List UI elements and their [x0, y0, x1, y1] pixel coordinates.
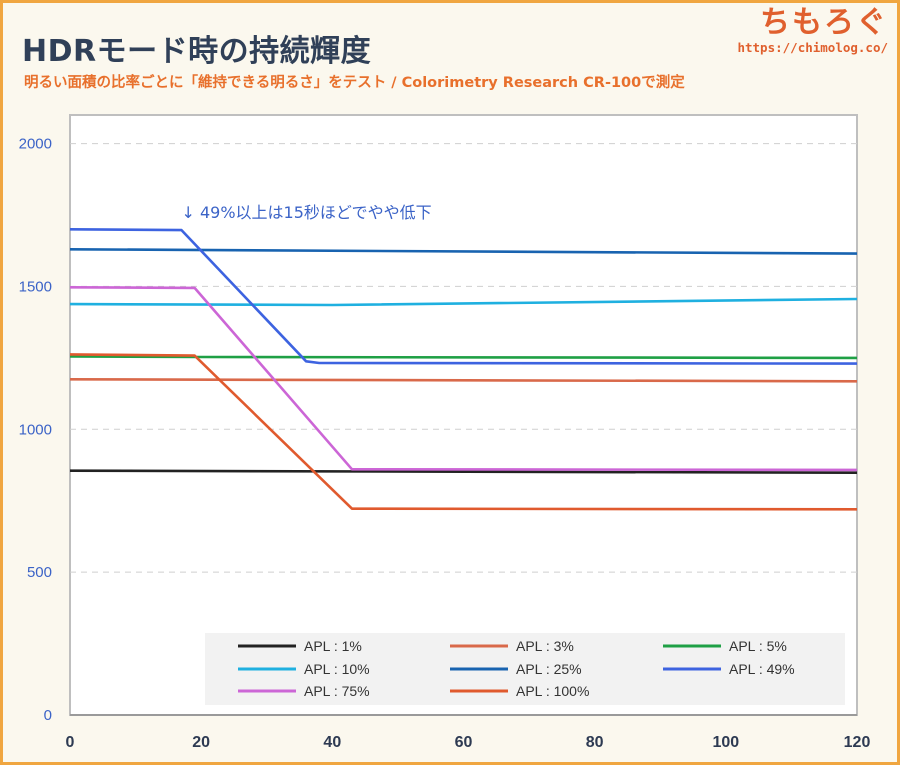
legend-label: APL : 75%	[304, 683, 370, 699]
x-tick-label: 80	[586, 734, 604, 751]
x-tick-label: 100	[712, 734, 739, 751]
chart-title: HDRモード時の持続輝度	[22, 34, 372, 69]
series-line	[69, 286, 858, 472]
legend-label: APL : 100%	[516, 683, 589, 699]
legend-label: APL : 3%	[516, 638, 574, 654]
x-tick-label: 120	[844, 734, 871, 751]
series-lines	[69, 228, 858, 511]
legend: APL : 1% APL : 3% APL : 5% APL : 10% APL : 2…	[205, 633, 845, 705]
series-line	[69, 355, 858, 360]
y-tick-label: 500	[27, 564, 52, 581]
legend-label: APL : 1%	[304, 638, 362, 654]
legend-label: APL : 10%	[304, 661, 370, 677]
annotation-text: ↓ 49%以上は15秒ほどでやや低下	[181, 203, 431, 222]
y-tick-label: 1000	[19, 421, 52, 438]
x-tick-label: 0	[66, 734, 75, 751]
x-tick-label: 60	[455, 734, 473, 751]
chart-subtitle: 明るい面積の比率ごとに「維持できる明るさ」をテスト / Colorimetry …	[24, 75, 685, 91]
y-axis-ticks: 0 500 1000 1500 2000	[19, 136, 52, 724]
grid-lines	[70, 143, 857, 716]
plot-area	[69, 114, 858, 716]
x-tick-label: 20	[192, 734, 210, 751]
logo-text: ちもろぐ	[760, 5, 888, 40]
legend-box	[205, 633, 845, 705]
site-logo: ちもろぐ https://chimolog.co/	[737, 5, 888, 56]
series-line	[69, 297, 858, 307]
y-tick-label: 0	[44, 707, 52, 724]
legend-label: APL : 25%	[516, 661, 582, 677]
series-line	[69, 228, 858, 365]
series-line	[69, 353, 858, 511]
y-tick-label: 2000	[19, 136, 52, 153]
series-line	[69, 469, 858, 474]
x-axis-ticks: 0 20 40 60 80 100 120	[66, 734, 871, 751]
y-tick-label: 1500	[19, 278, 52, 295]
logo-url: https://chimolog.co/	[737, 40, 888, 55]
series-line	[69, 378, 858, 383]
x-tick-label: 40	[323, 734, 341, 751]
legend-label: APL : 49%	[729, 661, 795, 677]
legend-label: APL : 5%	[729, 638, 787, 654]
